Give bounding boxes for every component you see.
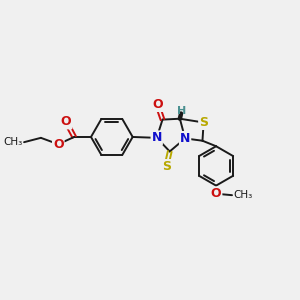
Text: S: S	[199, 116, 208, 129]
Text: S: S	[162, 160, 171, 173]
Text: O: O	[61, 116, 71, 128]
Text: N: N	[152, 131, 162, 144]
Text: CH₃: CH₃	[233, 190, 253, 200]
Text: O: O	[152, 98, 163, 111]
Text: O: O	[53, 138, 64, 151]
Text: CH₃: CH₃	[3, 137, 22, 147]
Text: N: N	[180, 132, 190, 145]
Text: O: O	[211, 187, 221, 200]
Text: H: H	[177, 106, 186, 116]
